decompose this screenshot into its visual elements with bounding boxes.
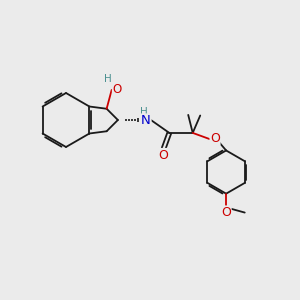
Text: O: O <box>112 83 122 96</box>
Text: O: O <box>210 132 220 145</box>
Text: N: N <box>141 114 151 127</box>
Text: O: O <box>221 206 231 219</box>
Text: O: O <box>158 148 168 161</box>
Text: H: H <box>104 74 112 84</box>
Text: H: H <box>140 106 148 117</box>
